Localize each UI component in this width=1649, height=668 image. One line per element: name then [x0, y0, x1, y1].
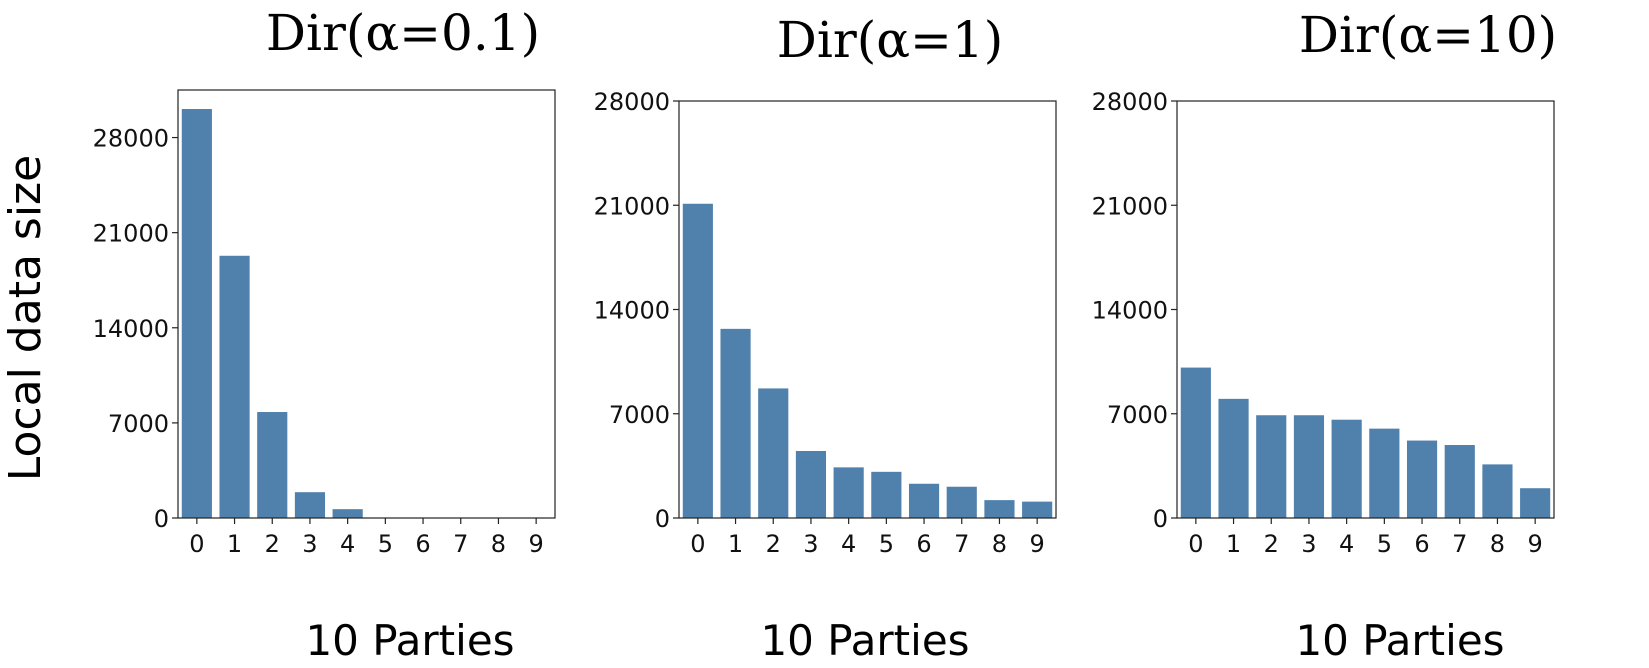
bar-party-2	[1256, 415, 1287, 518]
y-tick-label: 14000	[93, 315, 169, 343]
x-tick-label: 9	[1030, 530, 1045, 558]
shared-y-axis-label: Local data size	[0, 155, 51, 481]
x-tick-label: 5	[1377, 530, 1392, 558]
y-tick-label: 14000	[1092, 297, 1168, 325]
x-tick-label: 5	[378, 530, 393, 558]
x-tick-label: 0	[1188, 530, 1203, 558]
bar-party-2	[758, 388, 789, 518]
x-tick-label: 0	[189, 530, 204, 558]
bar-party-5	[871, 471, 902, 518]
bar-party-5	[1369, 428, 1400, 518]
y-tick-label: 0	[1153, 505, 1168, 533]
y-tick-label: 21000	[594, 192, 670, 220]
chart-title: Dir(α=10)	[1299, 6, 1557, 64]
x-tick-label: 9	[1528, 530, 1543, 558]
x-axis-label: 10 Parties	[1295, 616, 1504, 665]
y-tick-label: 7000	[1107, 401, 1168, 429]
x-tick-label: 7	[954, 530, 969, 558]
x-tick-label: 1	[728, 530, 743, 558]
x-tick-label: 4	[340, 530, 355, 558]
bar-party-3	[294, 492, 326, 518]
y-tick-label: 21000	[1092, 192, 1168, 220]
x-tick-label: 6	[415, 530, 430, 558]
x-tick-label: 9	[529, 530, 544, 558]
y-tick-label: 0	[154, 505, 169, 533]
x-tick-label: 6	[916, 530, 931, 558]
bar-party-6	[1406, 440, 1438, 518]
y-tick-label: 7000	[609, 401, 670, 429]
bar-party-9	[1022, 501, 1053, 518]
chart-title: Dir(α=1)	[777, 11, 1003, 69]
bar-party-4	[833, 467, 864, 518]
x-tick-label: 1	[1226, 530, 1241, 558]
bar-party-3	[795, 450, 827, 518]
y-tick-label: 0	[655, 505, 670, 533]
y-tick-label: 28000	[1092, 88, 1168, 116]
x-axis-label: 10 Parties	[760, 616, 969, 665]
x-tick-label: 4	[1339, 530, 1354, 558]
chart-title: Dir(α=0.1)	[266, 4, 540, 62]
y-tick-label: 14000	[594, 297, 670, 325]
x-tick-label: 8	[992, 530, 1007, 558]
bar-party-7	[946, 486, 977, 518]
bar-party-0	[1180, 367, 1211, 518]
x-tick-label: 3	[302, 530, 317, 558]
x-tick-label: 7	[453, 530, 468, 558]
bar-party-0	[181, 109, 212, 519]
x-tick-label: 8	[1490, 530, 1505, 558]
x-tick-label: 3	[803, 530, 818, 558]
x-tick-label: 2	[265, 530, 280, 558]
bar-party-1	[1218, 398, 1249, 518]
y-tick-label: 7000	[108, 410, 169, 438]
x-tick-label: 7	[1452, 530, 1467, 558]
x-tick-label: 5	[879, 530, 894, 558]
bar-party-2	[257, 412, 288, 518]
bar-party-8	[984, 500, 1015, 518]
bar-party-6	[908, 483, 940, 518]
y-tick-label: 28000	[594, 88, 670, 116]
bar-party-9	[1520, 488, 1551, 518]
chart-panel-alpha-0.1: Dir(α=0.1) 10 Parties 0 1 2 3 4 5 6 7 8 907000140…	[93, 4, 556, 665]
bar-party-1	[720, 328, 751, 518]
x-tick-label: 1	[227, 530, 242, 558]
x-tick-label: 3	[1301, 530, 1316, 558]
x-tick-label: 8	[491, 530, 506, 558]
bar-party-4	[1331, 419, 1362, 518]
chart-panel-alpha-10: Dir(α=10) 10 Parties 0 1 2 3 4 5 6 7 8 9070001400…	[1092, 6, 1558, 665]
bar-party-8	[1482, 464, 1513, 518]
bar-party-0	[682, 203, 713, 518]
x-axis-label: 10 Parties	[305, 616, 514, 665]
plot-frame	[177, 89, 556, 519]
x-tick-label: 2	[766, 530, 781, 558]
x-tick-label: 0	[690, 530, 705, 558]
bar-party-4	[332, 509, 363, 518]
x-tick-label: 2	[1264, 530, 1279, 558]
y-tick-label: 21000	[93, 220, 169, 248]
bar-party-7	[1444, 445, 1475, 518]
bar-party-3	[1293, 415, 1325, 518]
x-tick-label: 6	[1414, 530, 1429, 558]
y-tick-label: 28000	[93, 125, 169, 153]
chart-panel-alpha-1: Dir(α=1) 10 Parties 0 1 2 3 4 5 6 7 8 90700014000…	[594, 11, 1057, 665]
bar-party-1	[219, 255, 250, 518]
x-tick-label: 4	[841, 530, 856, 558]
